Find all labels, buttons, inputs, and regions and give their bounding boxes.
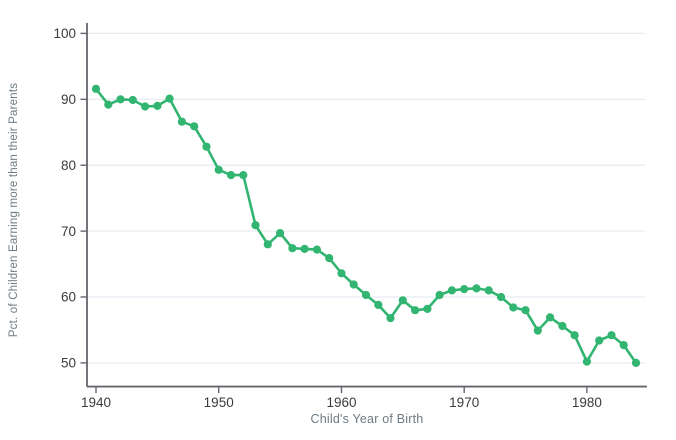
data-point-1980 — [582, 357, 592, 366]
x-tick-label-1960: 1960 — [326, 395, 356, 410]
data-point-1970 — [460, 285, 469, 294]
x-tick-marks — [95, 386, 588, 394]
data-series-markers — [91, 84, 641, 367]
data-point-1955 — [276, 229, 285, 238]
data-point-1961 — [349, 280, 358, 289]
data-point-1946 — [165, 94, 174, 103]
data-point-1977 — [546, 313, 555, 322]
data-point-1942 — [116, 95, 125, 104]
x-tick-label-1940: 1940 — [81, 395, 111, 410]
data-point-1957 — [300, 244, 309, 253]
data-point-1940 — [91, 84, 101, 93]
data-point-1971 — [472, 284, 481, 293]
y-tick-label-50: 50 — [61, 356, 76, 371]
axes — [86, 23, 647, 388]
data-point-1972 — [484, 286, 493, 295]
y-tick-label-70: 70 — [61, 224, 76, 239]
data-point-1962 — [361, 290, 371, 300]
x-tick-label-1980: 1980 — [572, 395, 602, 410]
y-tick-label-90: 90 — [61, 92, 76, 107]
data-point-1953 — [251, 221, 260, 230]
data-point-1958 — [312, 245, 321, 254]
data-point-1951 — [226, 171, 236, 180]
data-point-1959 — [325, 254, 334, 263]
data-point-1967 — [423, 304, 432, 313]
y-axis-title: Pct. of Children Earning more than their… — [8, 83, 20, 337]
data-point-1975 — [521, 306, 530, 315]
data-point-1944 — [141, 102, 150, 111]
x-axis-title: Child's Year of Birth — [311, 412, 424, 426]
data-point-1952 — [239, 171, 248, 180]
x-tick-label-1950: 1950 — [204, 395, 234, 410]
data-point-1949 — [202, 142, 211, 151]
data-point-1960 — [337, 269, 346, 278]
data-point-1974 — [509, 303, 518, 312]
data-point-1956 — [288, 244, 297, 253]
data-point-1976 — [533, 326, 542, 335]
data-point-1945 — [153, 101, 162, 110]
data-point-1950 — [214, 165, 223, 174]
data-point-1973 — [496, 292, 506, 302]
y-tick-label-100: 100 — [53, 26, 76, 41]
gridlines — [87, 32, 645, 364]
data-point-1941 — [104, 100, 113, 109]
data-point-1982 — [607, 331, 616, 340]
data-point-1948 — [190, 122, 199, 131]
data-point-1966 — [411, 306, 420, 315]
y-tick-marks — [80, 32, 87, 364]
data-point-1968 — [435, 290, 444, 300]
data-point-1965 — [398, 296, 407, 305]
data-point-1981 — [595, 336, 604, 345]
y-tick-labels: 50 60 70 80 90 100 — [53, 26, 76, 371]
data-point-1969 — [447, 286, 456, 295]
mobility-trend-line — [94, 87, 638, 365]
x-tick-labels: 1940 1950 1960 1970 1980 — [81, 395, 602, 410]
data-point-1984 — [631, 358, 641, 367]
data-point-1947 — [177, 117, 186, 126]
x-tick-label-1970: 1970 — [449, 395, 479, 410]
data-point-1979 — [570, 331, 579, 340]
data-point-1964 — [386, 314, 395, 323]
data-point-1983 — [619, 341, 628, 350]
y-tick-label-60: 60 — [61, 290, 76, 305]
data-point-1943 — [128, 95, 137, 105]
data-point-1978 — [558, 321, 567, 331]
data-point-1954 — [263, 240, 272, 249]
data-series-line — [94, 87, 638, 365]
y-tick-label-80: 80 — [61, 158, 76, 173]
data-point-1963 — [374, 300, 383, 309]
